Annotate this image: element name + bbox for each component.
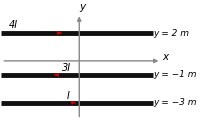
Text: y = −3 m: y = −3 m xyxy=(154,98,197,107)
Text: I: I xyxy=(67,91,69,101)
Text: 3I: 3I xyxy=(62,63,71,73)
Text: y = 2 m: y = 2 m xyxy=(154,28,190,38)
Text: x: x xyxy=(163,52,169,62)
Text: y = −1 m: y = −1 m xyxy=(154,70,197,79)
Text: 4I: 4I xyxy=(8,20,18,30)
Text: y: y xyxy=(80,2,86,12)
